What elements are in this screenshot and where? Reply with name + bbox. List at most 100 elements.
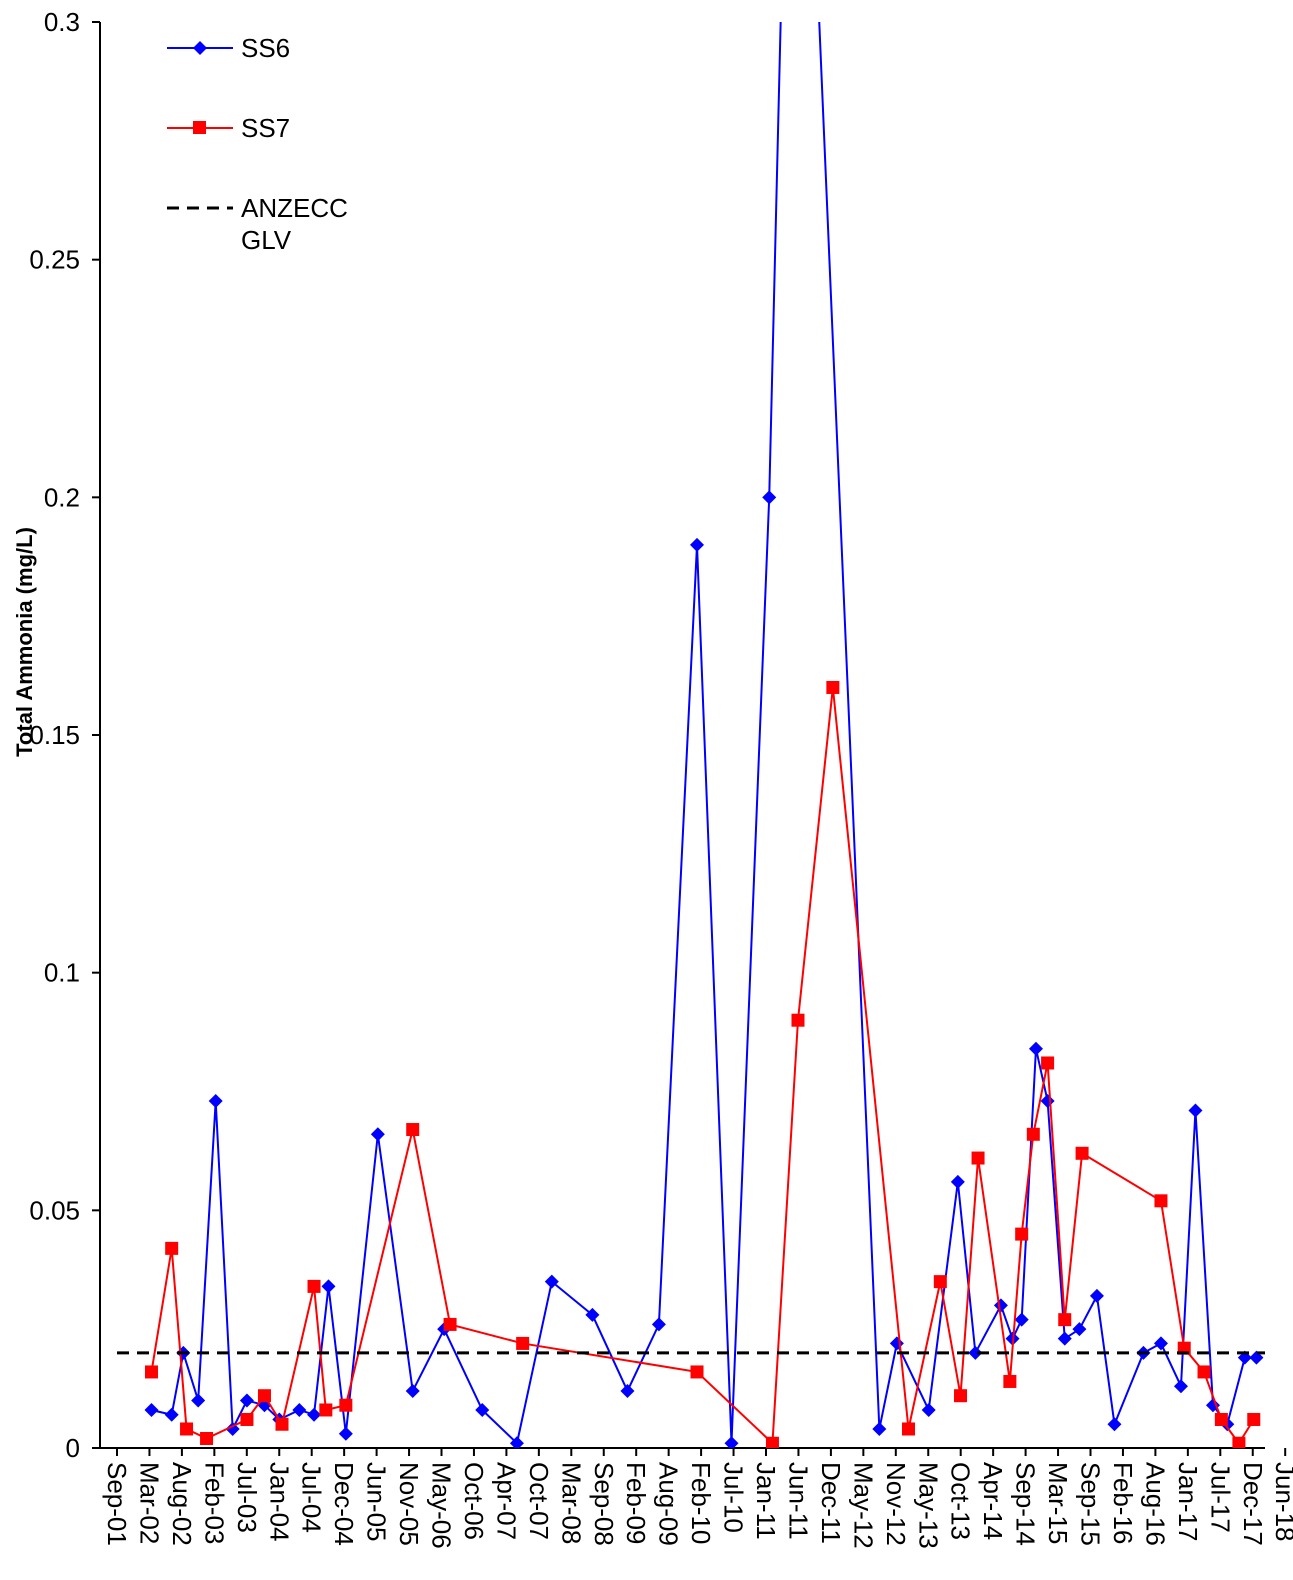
data-point-ss7 <box>200 1431 214 1445</box>
x-tick-label: May-13 <box>913 1462 943 1549</box>
x-tick-label: Apr-07 <box>491 1462 521 1540</box>
data-point-ss6 <box>690 537 705 552</box>
data-point-ss6 <box>144 1402 159 1417</box>
series-ss7 <box>144 680 1261 1448</box>
x-tick-label: Feb-10 <box>686 1462 716 1544</box>
x-ticks: Sep-01 Mar-02 Aug-02 Feb-03 Jul-03 Jan-04 Jul-… <box>102 1448 1293 1549</box>
data-point-ss7 <box>1058 1313 1072 1327</box>
y-tick-label: 0.05 <box>29 1195 80 1225</box>
data-point-ss7 <box>1247 1412 1261 1426</box>
x-tick-label: Jul-10 <box>719 1462 749 1533</box>
plot-area: 00.050.10.150.20.250.3 Sep-01 Mar-02 Aug-0… <box>29 7 1293 1549</box>
data-point-ss6 <box>1173 1379 1188 1394</box>
x-tick-label: Jan-17 <box>1173 1462 1203 1542</box>
x-tick-label: Apr-14 <box>978 1462 1008 1540</box>
legend: SS6 SS7 ANZECC GLV <box>167 33 348 255</box>
x-tick-label: Sep-01 <box>102 1462 132 1546</box>
y-tick-label: 0.3 <box>44 7 80 37</box>
x-tick-label: Feb-09 <box>621 1462 651 1544</box>
data-point-ss6 <box>405 1383 420 1398</box>
x-tick-label: Jun-18 <box>1270 1462 1293 1542</box>
legend-label-anzecc: ANZECC <box>241 193 348 223</box>
data-point-ss6 <box>321 1279 336 1294</box>
data-point-ss7 <box>443 1317 457 1331</box>
data-point-ss7 <box>933 1275 947 1289</box>
data-point-ss7 <box>765 1436 779 1448</box>
x-tick-label: Jun-11 <box>783 1462 813 1540</box>
legend-label-ss6: SS6 <box>241 33 290 63</box>
x-tick-label: Feb-16 <box>1108 1462 1138 1544</box>
y-tick-label: 0.15 <box>29 720 80 750</box>
x-tick-label: Aug-09 <box>654 1462 684 1546</box>
y-tick-label: 0.2 <box>44 482 80 512</box>
legend-item-anzecc-glv: ANZECC GLV <box>167 193 348 255</box>
x-tick-label: Dec-11 <box>816 1462 846 1544</box>
data-point-ss7 <box>1177 1341 1191 1355</box>
data-point-ss7 <box>1214 1412 1228 1426</box>
data-point-ss6 <box>1107 1417 1122 1432</box>
x-tick-label: Mar-02 <box>134 1462 164 1544</box>
x-tick-label: Aug-02 <box>167 1462 197 1546</box>
data-point-ss7 <box>1197 1365 1211 1379</box>
data-point-ss6 <box>370 1127 385 1142</box>
data-point-ss7 <box>257 1389 271 1403</box>
y-ticks: 0 0.05 0.1 0.15 0.2 0.25 0.3 <box>29 7 100 1463</box>
data-point-ss6 <box>585 1307 600 1322</box>
data-point-ss7 <box>1015 1227 1029 1241</box>
data-point-ss7 <box>1232 1436 1246 1448</box>
data-point-ss6 <box>1057 1331 1072 1346</box>
y-tick-label: 0.1 <box>44 958 80 988</box>
x-tick-label: Jan-11 <box>751 1462 781 1540</box>
x-tick-label: Mar-15 <box>1043 1462 1073 1544</box>
data-point-ss6 <box>544 1274 559 1289</box>
data-point-ss6 <box>292 1402 307 1417</box>
x-tick-label: Jul-04 <box>297 1462 327 1533</box>
data-point-ss7 <box>1026 1127 1040 1141</box>
data-point-ss7 <box>826 680 840 694</box>
data-point-ss6 <box>724 1436 739 1448</box>
data-point-ss7 <box>971 1151 985 1165</box>
data-point-ss6 <box>993 1298 1008 1313</box>
data-point-ss7 <box>1003 1374 1017 1388</box>
data-point-ss6 <box>239 1393 254 1408</box>
y-axis-title: Total Ammonia (mg/L) <box>12 527 37 757</box>
data-point-ss7 <box>690 1365 704 1379</box>
data-point-ss7 <box>1075 1146 1089 1160</box>
series-layer <box>117 22 1265 1448</box>
data-point-ss6 <box>191 1393 206 1408</box>
data-point-ss6 <box>164 1407 179 1422</box>
data-point-ss6 <box>651 1317 666 1332</box>
data-point-ss6 <box>307 1407 322 1422</box>
data-point-ss6 <box>889 1336 904 1351</box>
data-point-ss6 <box>338 1426 353 1441</box>
data-point-ss7 <box>165 1241 179 1255</box>
y-tick-label: 0.25 <box>29 245 80 275</box>
data-point-ss7 <box>319 1403 333 1417</box>
data-point-ss6 <box>1014 1312 1029 1327</box>
data-point-ss7 <box>406 1123 420 1137</box>
data-point-ss6 <box>968 1345 983 1360</box>
legend-label-ss7: SS7 <box>241 113 290 143</box>
data-point-ss6 <box>1188 1103 1203 1118</box>
data-point-ss6 <box>1072 1322 1087 1337</box>
x-tick-label: Feb-03 <box>199 1462 229 1544</box>
x-tick-label: Dec-04 <box>329 1462 359 1546</box>
legend-item-ss7: SS7 <box>167 113 290 143</box>
x-tick-label: Sep-08 <box>589 1462 619 1546</box>
x-tick-label: May-12 <box>848 1462 878 1549</box>
data-point-ss6 <box>1153 1336 1168 1351</box>
data-point-ss7 <box>307 1279 321 1293</box>
x-tick-label: Nov-05 <box>394 1462 424 1546</box>
data-point-ss6 <box>872 1421 887 1436</box>
data-point-ss7 <box>954 1389 968 1403</box>
data-point-ss7 <box>516 1336 530 1350</box>
x-tick-label: Nov-12 <box>881 1462 911 1546</box>
x-tick-label: Oct-06 <box>459 1462 489 1540</box>
data-point-ss6 <box>1028 1041 1043 1056</box>
data-point-ss7 <box>240 1412 254 1426</box>
x-tick-label: Oct-07 <box>524 1462 554 1540</box>
data-point-ss7 <box>1154 1194 1168 1208</box>
data-point-ss6 <box>921 1402 936 1417</box>
legend-item-ss6: SS6 <box>167 33 290 63</box>
